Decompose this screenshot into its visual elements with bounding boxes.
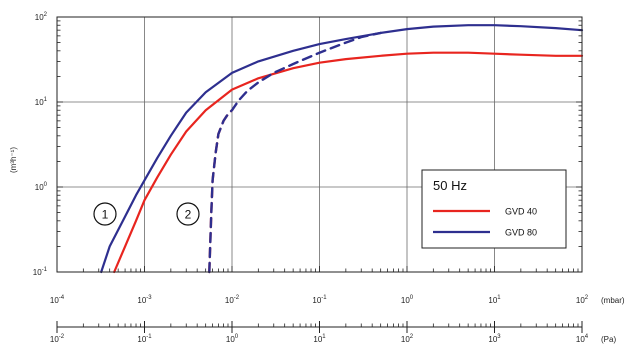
x-tick-label-mbar: 10-4 <box>50 295 65 305</box>
x-tick-label-mbar: 100 <box>401 295 414 305</box>
x-tick-labels-mbar: 10-4 10-3 10-2 10-1 100 101 102 <box>50 295 589 305</box>
legend-title: 50 Hz <box>433 178 467 193</box>
y-tick-label: 101 <box>35 97 48 107</box>
callout-1-circle <box>93 202 117 226</box>
callout-2: 2 <box>176 202 200 226</box>
x-tick-label-pa: 10-1 <box>137 334 152 344</box>
series-layer <box>100 24 584 274</box>
y-tick-label: 10-1 <box>33 267 48 277</box>
x-tick-label-pa: 102 <box>401 334 414 344</box>
x-unit-mbar: (mbar) <box>601 296 625 305</box>
x-tick-label-mbar: 101 <box>488 295 501 305</box>
x-tick-label-mbar: 10-3 <box>137 295 152 305</box>
callout-1-label: 1 <box>102 208 109 222</box>
x-tick-label-mbar: 10-1 <box>312 295 327 305</box>
minor-ticks <box>56 20 582 273</box>
x-tick-label-pa: 100 <box>226 334 239 344</box>
x-tick-label-pa: 103 <box>488 334 501 344</box>
pa-minor-ticks <box>56 321 583 333</box>
series-line-gvd80 <box>100 24 584 274</box>
callout-1: 1 <box>93 202 117 226</box>
y-tick-label: 100 <box>35 182 48 192</box>
series-line-gvd40 <box>113 51 584 274</box>
x-tick-labels-pa: 10-2 10-1 100 101 102 103 104 <box>50 334 589 344</box>
legend-label-gvd40: GVD 40 <box>505 207 537 217</box>
x-tick-label-mbar: 10-2 <box>225 295 240 305</box>
legend: 50 Hz GVD 40 GVD 80 <box>421 169 567 249</box>
x-tick-label-pa: 101 <box>313 334 326 344</box>
legend-label-gvd80: GVD 80 <box>505 228 537 238</box>
x-tick-label-pa: 104 <box>576 334 589 344</box>
callout-2-label: 2 <box>185 208 192 222</box>
y-tick-label: 102 <box>35 12 48 22</box>
y-tick-labels: 10-1 100 101 102 <box>33 12 48 277</box>
x-unit-pa: (Pa) <box>601 335 616 344</box>
x-tick-label-mbar: 102 <box>576 295 589 305</box>
callout-2-circle <box>176 202 200 226</box>
y-axis-label: (m³h⁻¹) <box>9 147 18 173</box>
legend-box <box>421 169 567 249</box>
x-tick-label-pa: 10-2 <box>50 334 65 344</box>
series-line-dashed-3 <box>208 31 382 274</box>
